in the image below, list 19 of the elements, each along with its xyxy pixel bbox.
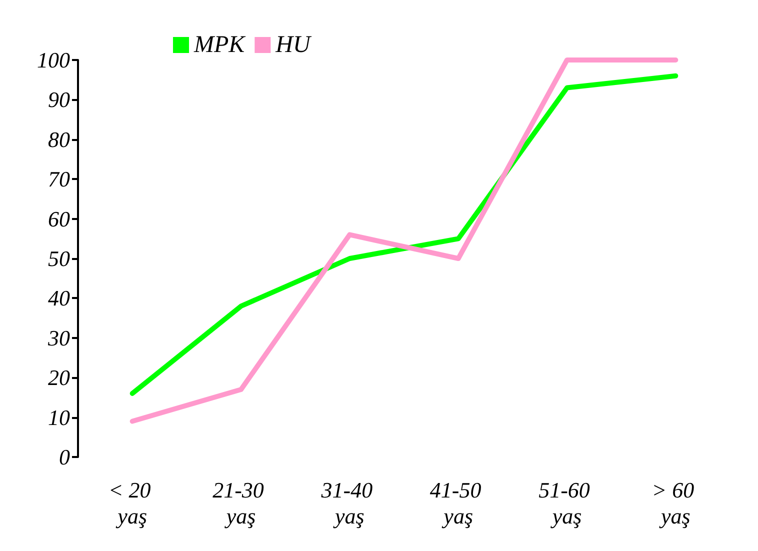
y-tick-label: 30	[47, 325, 70, 350]
x-tick-label: 31-40 yaş	[320, 478, 378, 528]
legend-label: MPK	[193, 32, 247, 58]
y-tick-label: 100	[37, 48, 70, 72]
y-tick-label: 80	[48, 126, 70, 152]
y-tick-label: 60	[48, 206, 70, 232]
y-tick-label: 0	[59, 444, 70, 470]
legend-label: HU	[274, 32, 312, 58]
y-tick-label: 50	[48, 246, 70, 271]
x-tick-label: < 20 yaş	[108, 478, 156, 528]
y-tick-label: 70	[48, 166, 70, 192]
y-tick-label: 10	[48, 404, 70, 430]
y-tick-label: 40	[48, 286, 70, 311]
x-tick-label: > 60 yaş	[652, 478, 700, 528]
x-tick-label: 51-60 yaş	[538, 478, 596, 528]
y-tick-label: 90	[48, 87, 70, 112]
x-tick-label: 41-50 yaş	[430, 478, 487, 528]
x-tick-label: 21-30 yaş	[212, 478, 270, 528]
y-tick-label: 20	[48, 365, 70, 390]
